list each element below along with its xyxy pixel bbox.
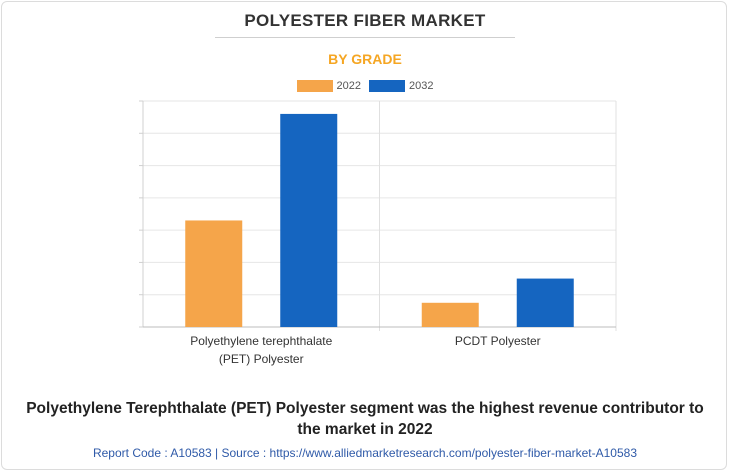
source-footer[interactable]: Report Code : A10583 | Source : https://…	[92, 446, 638, 460]
legend-label-2022: 2022	[336, 80, 361, 92]
caption-line-2: the market in 2022	[297, 421, 433, 438]
legend-item-2022[interactable]: 2022	[296, 80, 361, 92]
chart-legend: 2022 2032	[0, 80, 730, 92]
legend-swatch-2032	[369, 80, 405, 92]
legend-label-2032: 2032	[409, 80, 434, 92]
legend-item-2032[interactable]: 2032	[369, 80, 433, 92]
caption-line-1: Polyethylene Terephthalate (PET) Polyest…	[26, 400, 704, 417]
bar-2022-category-2	[421, 302, 479, 327]
x-tick-label: Polyethylene terephthalate	[190, 334, 332, 348]
chart-title: POLYESTER FIBER MARKET	[244, 11, 486, 30]
x-tick-label: PCDT Polyester	[455, 334, 541, 348]
legend-swatch-2022	[296, 80, 333, 92]
title-divider	[215, 37, 515, 38]
x-tick-label: (PET) Polyester	[219, 352, 304, 366]
bar-2032-category-2	[516, 278, 574, 327]
chart-caption: Polyethylene Terephthalate (PET) Polyest…	[10, 398, 720, 440]
bar-2022-category-1	[185, 220, 243, 327]
bar-2032-category-1	[280, 113, 338, 328]
chart-subtitle: BY GRADE	[328, 51, 402, 67]
